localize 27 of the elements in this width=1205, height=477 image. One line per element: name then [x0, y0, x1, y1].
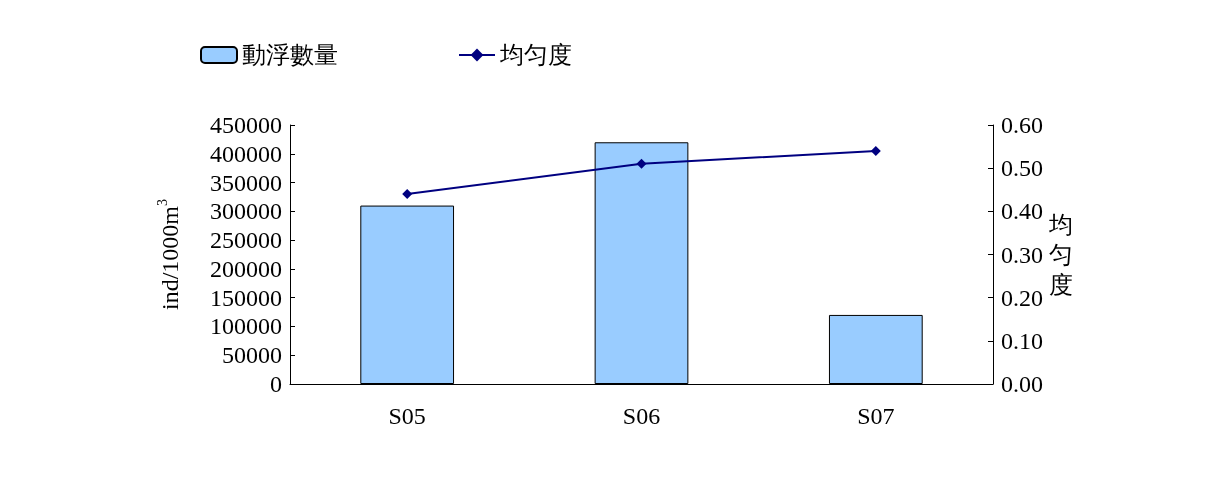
y-tick-label: 250000 [210, 227, 282, 254]
y-tick-label: 0 [270, 371, 282, 397]
y2-tick-label: 0.50 [1001, 155, 1043, 182]
point [870, 145, 881, 156]
x-tick-label: S06 [622, 403, 661, 429]
legend-label: 均匀度 [499, 41, 572, 69]
y2-tick-label: 0.60 [1001, 112, 1043, 138]
y-tick-label: 300000 [210, 198, 282, 225]
y2-tick-label: 0.20 [1001, 284, 1043, 311]
y-tick-label: 350000 [210, 169, 282, 196]
y2-tick-label: 0.00 [1001, 371, 1043, 397]
y-tick-label: 50000 [222, 342, 282, 369]
point [636, 158, 647, 169]
y-tick-label: 100000 [210, 313, 282, 340]
y2-tick-label: 0.40 [1001, 198, 1043, 225]
y-axis-title: ind/1000m3 [154, 199, 183, 311]
x-tick-label: S07 [857, 403, 895, 429]
x-tick-label: S05 [388, 403, 426, 429]
y2-axis-title: 均匀度 [1047, 211, 1073, 298]
y-tick-label: 400000 [210, 140, 282, 167]
point [402, 189, 413, 200]
y-tick-label: 200000 [210, 255, 282, 282]
y2-tick-label: 0.10 [1001, 327, 1043, 354]
y-tick-label: 450000 [210, 112, 282, 138]
legend-label: 動浮數量 [242, 41, 338, 69]
y2-tick-label: 0.30 [1001, 241, 1043, 268]
y-tick-label: 150000 [210, 284, 282, 311]
